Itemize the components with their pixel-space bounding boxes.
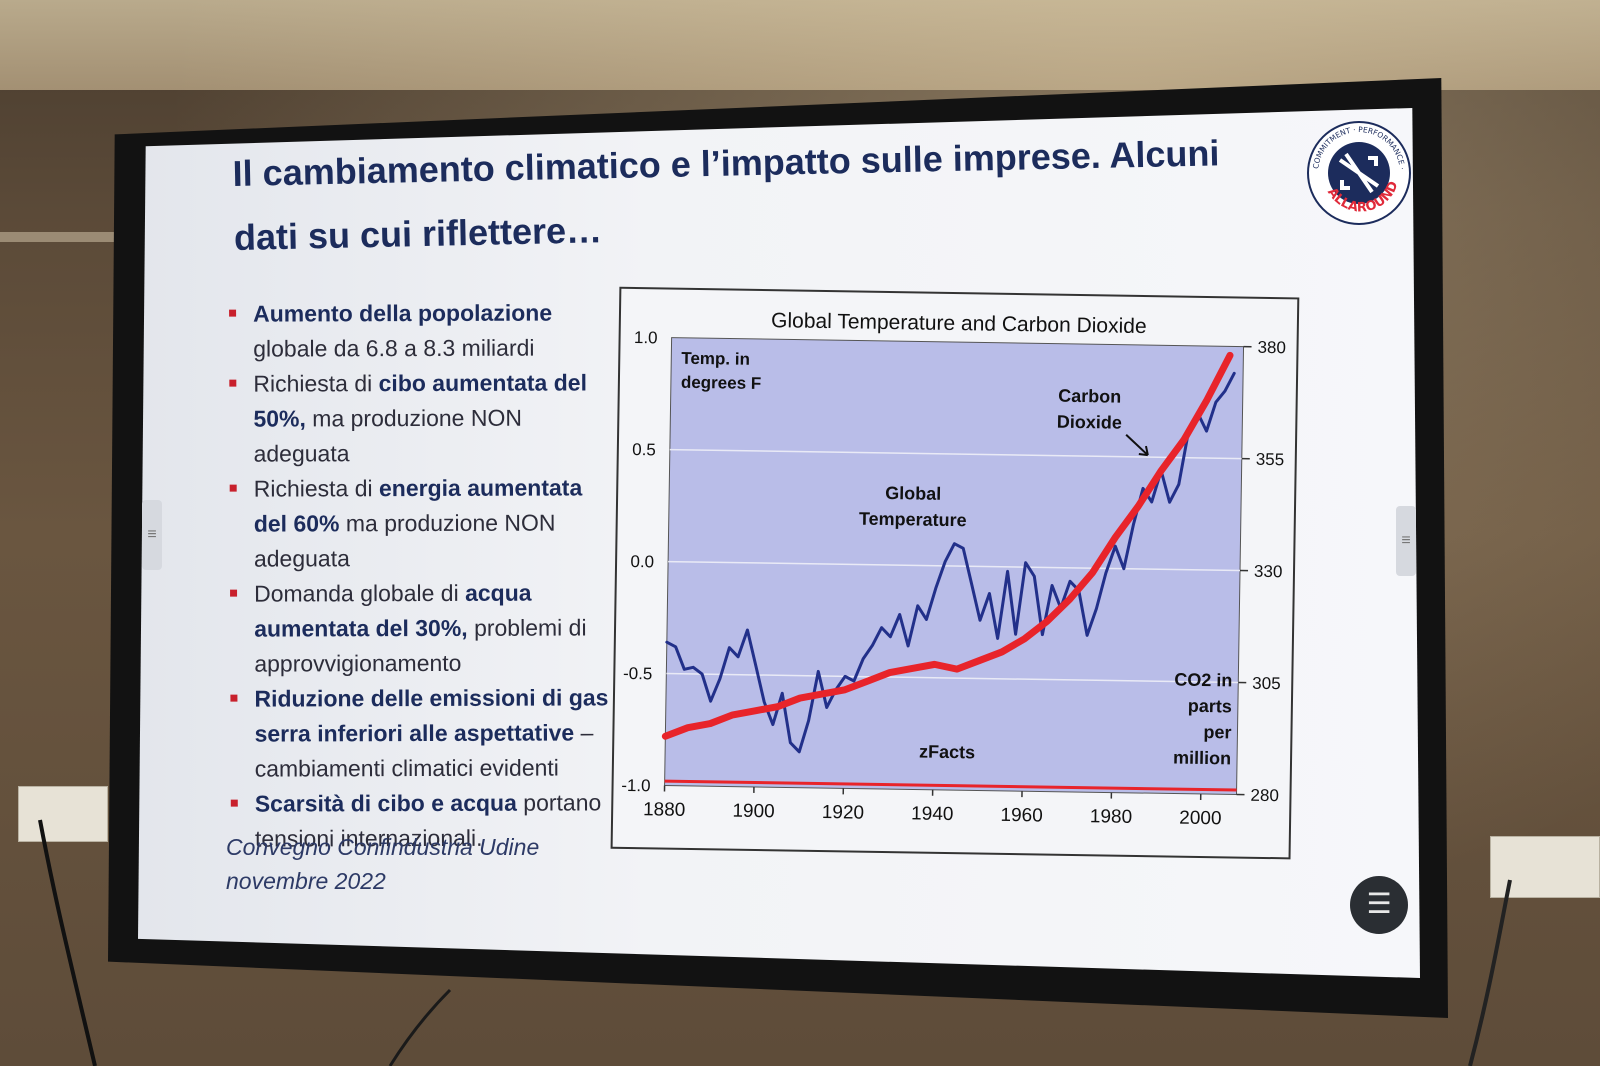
co2-annotation-arrow xyxy=(1125,434,1149,457)
menu-button[interactable]: ☰ xyxy=(1350,876,1408,934)
allaround-logo: COMMITMENT · PERFORMANCE · COMMUNICATION… xyxy=(1306,120,1411,225)
y-right-tick-label: 280 xyxy=(1250,786,1279,805)
right-axis-label: parts xyxy=(1188,696,1232,717)
x-tick-label: 1960 xyxy=(1000,805,1043,827)
wall-top xyxy=(0,0,1600,90)
left-axis-label-line1: Temp. in xyxy=(681,349,750,369)
gridline xyxy=(668,560,1241,572)
right-axis-label: per xyxy=(1203,722,1231,742)
temperature-annotation: Global xyxy=(885,483,941,504)
side-tab-right[interactable]: ≡ xyxy=(1396,506,1416,576)
y-left-tick-label: -1.0 xyxy=(621,776,651,795)
footnote: Convegno Confindustria Udine novembre 20… xyxy=(226,830,539,898)
arrows-icon xyxy=(1338,152,1380,194)
wall-outlet-left xyxy=(18,786,108,842)
footnote-line2: novembre 2022 xyxy=(226,868,386,894)
right-axis-label: CO2 in xyxy=(1174,670,1232,691)
gridline xyxy=(666,672,1239,684)
x-tick-label: 1940 xyxy=(911,803,954,825)
gridline xyxy=(669,448,1242,460)
temperature-annotation: Temperature xyxy=(859,509,967,531)
co2-annotation: Dioxide xyxy=(1057,412,1122,433)
x-tick-label: 1980 xyxy=(1090,806,1133,828)
side-tab-left[interactable]: ≡ xyxy=(142,500,162,570)
co2-annotation: Carbon xyxy=(1058,386,1121,407)
co2-series-line xyxy=(661,351,1234,740)
y-left-tick-label: 0.5 xyxy=(632,440,656,459)
y-left-tick-label: 1.0 xyxy=(634,328,658,347)
x-tick-label: 1900 xyxy=(732,801,775,823)
x-tick-label: 1880 xyxy=(643,799,686,821)
y-left-tick-label: 0.0 xyxy=(630,552,654,571)
y-left-tick-label: -0.5 xyxy=(623,664,653,683)
x-tick-label: 2000 xyxy=(1179,808,1222,830)
y-right-tick-label: 380 xyxy=(1257,338,1286,357)
chart-watermark: zFacts xyxy=(919,742,975,763)
baseline-line xyxy=(664,779,1237,792)
left-axis-label-line2: degrees F xyxy=(681,373,762,393)
right-axis-label: million xyxy=(1173,748,1231,769)
y-right-tick-label: 305 xyxy=(1252,674,1281,693)
footnote-line1: Convegno Confindustria Udine xyxy=(226,834,540,860)
y-right-tick-label: 355 xyxy=(1256,450,1285,469)
x-tick-label: 1920 xyxy=(822,802,865,824)
wall-molding xyxy=(0,232,140,242)
y-right-tick-label: 330 xyxy=(1254,562,1283,581)
